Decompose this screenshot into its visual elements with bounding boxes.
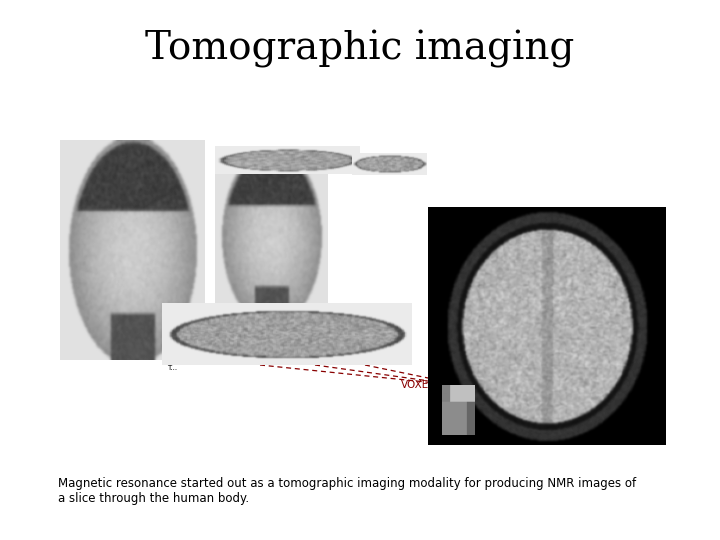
Text: 1: 1 <box>167 355 171 361</box>
Text: 2: 2 <box>167 360 171 366</box>
Text: Pixel: Pixel <box>615 395 652 409</box>
Text: Tomographic imaging: Tomographic imaging <box>145 30 575 68</box>
Text: T...: T... <box>167 365 177 371</box>
Text: Magnetic resonance started out as a tomographic imaging modality for producing N: Magnetic resonance started out as a tomo… <box>58 477 636 505</box>
Text: VOXEL: VOXEL <box>401 380 435 390</box>
